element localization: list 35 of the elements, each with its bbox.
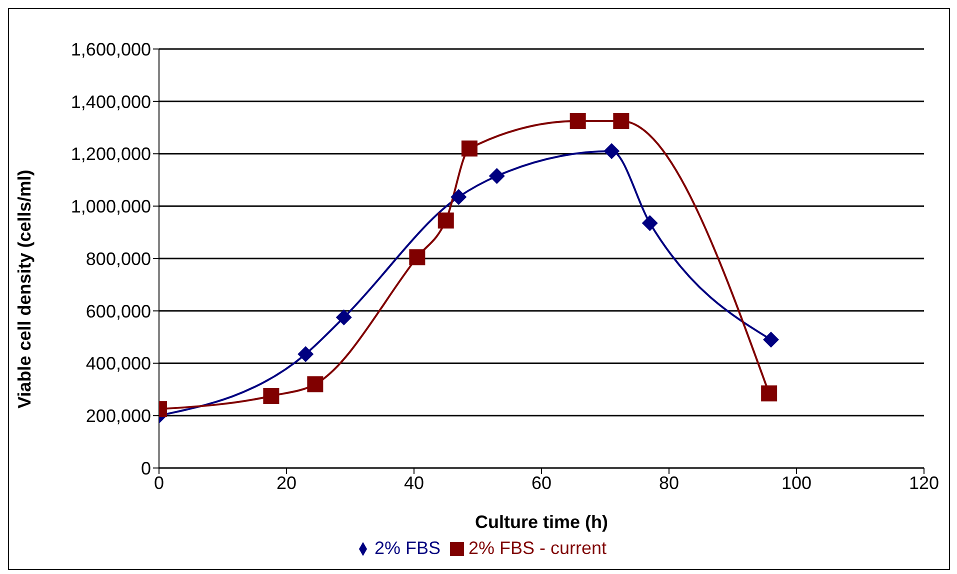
x-tick-label: 120 [908,472,940,493]
y-tick-label: 800,000 [86,248,151,269]
point [604,143,620,160]
x-tick-label: 80 [658,472,680,493]
y-tick-label: 1,400,000 [70,92,151,112]
point [263,388,280,404]
point [488,168,505,184]
y-tick-label: 600,000 [86,301,151,322]
y-tick-label: 0 [140,458,151,478]
point [298,346,314,362]
x-axis-title: Culture time (h) [475,512,608,532]
point [409,249,426,266]
point [570,113,586,130]
point [307,376,324,392]
x-tick-label: 40 [404,472,424,493]
y-tick-label: 200,000 [86,406,151,426]
legend-label: 2% FBS - current [468,538,607,558]
point [613,113,630,130]
point [642,215,658,232]
y-tick-label: 1,200,000 [70,144,151,164]
legend-label: 2% FBS [374,538,440,558]
y-tick-label: 1,000,000 [70,196,151,217]
x-tick-label: 20 [276,472,297,493]
y-tick-label: 1,600,000 [70,39,151,60]
x-tick-label: 0 [154,472,164,493]
point [461,140,478,157]
point [438,212,454,229]
point [336,309,352,326]
y-tick-label: 400,000 [86,354,151,374]
point [763,332,779,348]
point [450,188,467,205]
x-tick-label: 60 [531,472,552,493]
point [761,385,778,402]
y-axis-title: Viable cell density (cells/ml) [14,170,34,408]
x-tick-label: 100 [781,472,812,493]
